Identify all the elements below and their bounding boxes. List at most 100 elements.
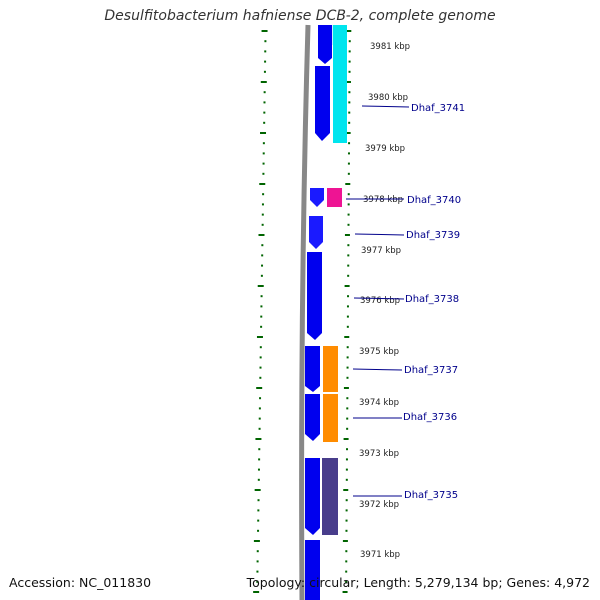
minor-tick (263, 70, 266, 73)
kbp-label: 3978 kbp (363, 195, 403, 205)
cds-block[interactable] (315, 66, 330, 141)
kbp-label: 3981 kbp (370, 42, 410, 52)
minor-tick (346, 448, 349, 451)
cds-block[interactable] (310, 188, 324, 207)
minor-tick (258, 458, 261, 461)
orange-feature[interactable] (323, 346, 338, 392)
major-tick (345, 183, 351, 185)
cds-block[interactable] (305, 346, 320, 392)
minor-tick (347, 172, 350, 175)
minor-tick (261, 223, 264, 226)
minor-tick (259, 366, 262, 369)
gene-label[interactable]: Dhaf_3736 (403, 412, 457, 423)
magenta-feature[interactable] (327, 188, 342, 207)
inner-tick-track (253, 30, 268, 593)
minor-tick (261, 203, 264, 206)
minor-tick (257, 478, 260, 481)
gene-label[interactable]: Dhaf_3737 (404, 365, 458, 376)
minor-tick (258, 407, 261, 410)
cyan-feature[interactable] (333, 25, 347, 143)
kbp-label: 3972 kbp (359, 500, 399, 510)
minor-tick (262, 172, 265, 175)
leader-line (353, 297, 405, 300)
minor-tick (346, 407, 349, 410)
major-tick (260, 81, 267, 83)
minor-tick (348, 111, 351, 114)
kbp-label: 3971 kbp (360, 550, 400, 560)
major-tick (254, 489, 261, 491)
minor-tick (257, 499, 260, 502)
major-tick (255, 438, 262, 440)
major-tick (346, 30, 352, 32)
minor-tick (263, 101, 266, 104)
cds-block[interactable] (309, 216, 323, 249)
accession-text: Accession: NC_011830 (9, 575, 152, 590)
minor-tick (262, 142, 265, 145)
minor-tick (347, 203, 350, 206)
minor-tick (346, 346, 349, 349)
leader-line (352, 368, 403, 371)
minor-tick (261, 244, 264, 247)
minor-tick (348, 70, 351, 73)
orange-feature[interactable] (323, 394, 338, 442)
gene-label[interactable]: Dhaf_3735 (404, 490, 458, 501)
gene-label[interactable]: Dhaf_3738 (405, 294, 459, 305)
cds-block[interactable] (305, 394, 320, 441)
minor-tick (259, 397, 262, 400)
minor-tick (256, 570, 259, 573)
cds-block[interactable] (305, 540, 320, 600)
major-tick (344, 336, 350, 338)
minor-tick (345, 580, 348, 583)
minor-tick (258, 448, 261, 451)
major-tick (343, 438, 349, 440)
minor-tick (264, 40, 267, 43)
minor-tick (346, 366, 349, 369)
major-tick (260, 132, 267, 134)
outer-tick-track (342, 30, 352, 593)
minor-tick (347, 152, 350, 155)
minor-tick (348, 50, 351, 53)
slate-feature[interactable] (322, 458, 338, 535)
minor-tick (260, 295, 263, 298)
minor-tick (263, 91, 266, 94)
cds-block[interactable] (307, 252, 322, 340)
major-tick (343, 489, 349, 491)
minor-tick (347, 162, 350, 165)
minor-tick (348, 142, 351, 145)
genome-summary: Topology: circular; Length: 5,279,134 bp… (246, 575, 590, 590)
minor-tick (262, 193, 265, 196)
minor-tick (346, 427, 349, 430)
minor-tick (256, 550, 259, 553)
kbp-label: 3980 kbp (368, 93, 408, 103)
gene-label[interactable]: Dhaf_3741 (411, 103, 465, 114)
major-tick (256, 387, 263, 389)
gene-label[interactable]: Dhaf_3740 (407, 195, 461, 206)
major-tick (344, 234, 350, 236)
minor-tick (262, 152, 265, 155)
major-tick (342, 540, 348, 542)
minor-tick (345, 519, 348, 522)
cds-block[interactable] (305, 458, 320, 535)
kbp-label: 3974 kbp (359, 398, 399, 408)
minor-tick (264, 50, 267, 53)
minor-tick (345, 468, 348, 471)
minor-tick (260, 305, 263, 308)
minor-tick (259, 356, 262, 359)
minor-tick (345, 560, 348, 563)
minor-tick (345, 529, 348, 532)
minor-tick (345, 499, 348, 502)
minor-tick (263, 121, 266, 124)
backbone-arc (299, 24, 311, 600)
kbp-label: 3977 kbp (361, 246, 401, 256)
kbp-label: 3973 kbp (359, 449, 399, 459)
major-tick (343, 387, 349, 389)
major-tick (257, 285, 264, 287)
gene-label[interactable]: Dhaf_3739 (406, 230, 460, 241)
minor-tick (257, 519, 260, 522)
major-tick (344, 285, 350, 287)
cds-block[interactable] (318, 25, 332, 64)
minor-tick (348, 60, 351, 63)
minor-tick (347, 213, 350, 216)
major-tick (261, 30, 268, 32)
minor-tick (346, 397, 349, 400)
